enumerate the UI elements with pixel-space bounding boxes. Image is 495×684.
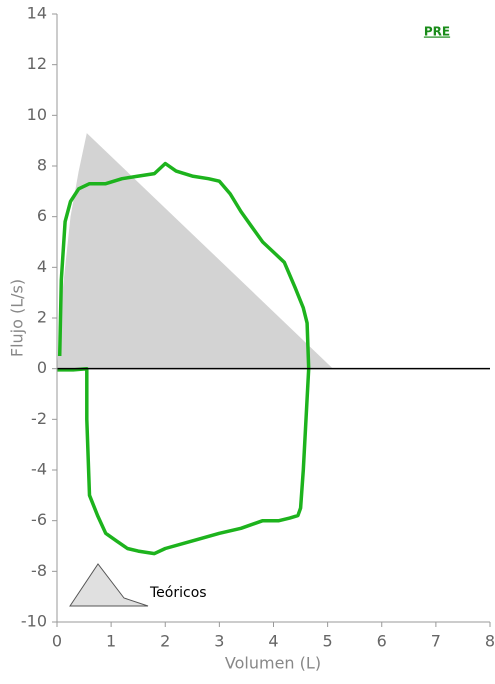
x-axis-title: Volumen (L) xyxy=(225,654,321,673)
y-tick-label: -6 xyxy=(31,510,47,529)
y-axis-title: Flujo (L/s) xyxy=(8,279,27,357)
y-tick-label: -8 xyxy=(31,561,47,580)
x-tick-label: 2 xyxy=(160,632,170,651)
x-tick-label: 0 xyxy=(52,632,62,651)
y-tick-label: 4 xyxy=(37,257,47,276)
y-tick-label: 8 xyxy=(37,156,47,175)
y-tick-label: 10 xyxy=(27,105,47,124)
legend-label[interactable]: PRE xyxy=(424,25,450,39)
x-tick-label: 7 xyxy=(431,632,441,651)
line xyxy=(57,161,311,556)
x-tick-label: 1 xyxy=(106,632,116,651)
x-tick-label: 8 xyxy=(485,632,495,651)
x-tick-label: 4 xyxy=(268,632,278,651)
y-tick-label: 14 xyxy=(27,4,47,23)
legend-label: Teóricos xyxy=(149,585,207,601)
y-tick-label: 0 xyxy=(37,358,47,377)
y-tick-label: 2 xyxy=(37,308,47,327)
area xyxy=(57,133,333,369)
y-tick-label: -4 xyxy=(31,460,47,479)
y-tick-label: -2 xyxy=(31,409,47,428)
x-tick-label: 3 xyxy=(214,632,224,651)
y-tick-label: 12 xyxy=(27,54,47,73)
x-tick-label: 5 xyxy=(323,632,333,651)
x-tick-label: 6 xyxy=(377,632,387,651)
y-tick-label: 6 xyxy=(37,206,47,225)
legend-swatch xyxy=(69,563,149,607)
y-tick-label: -10 xyxy=(21,612,47,631)
